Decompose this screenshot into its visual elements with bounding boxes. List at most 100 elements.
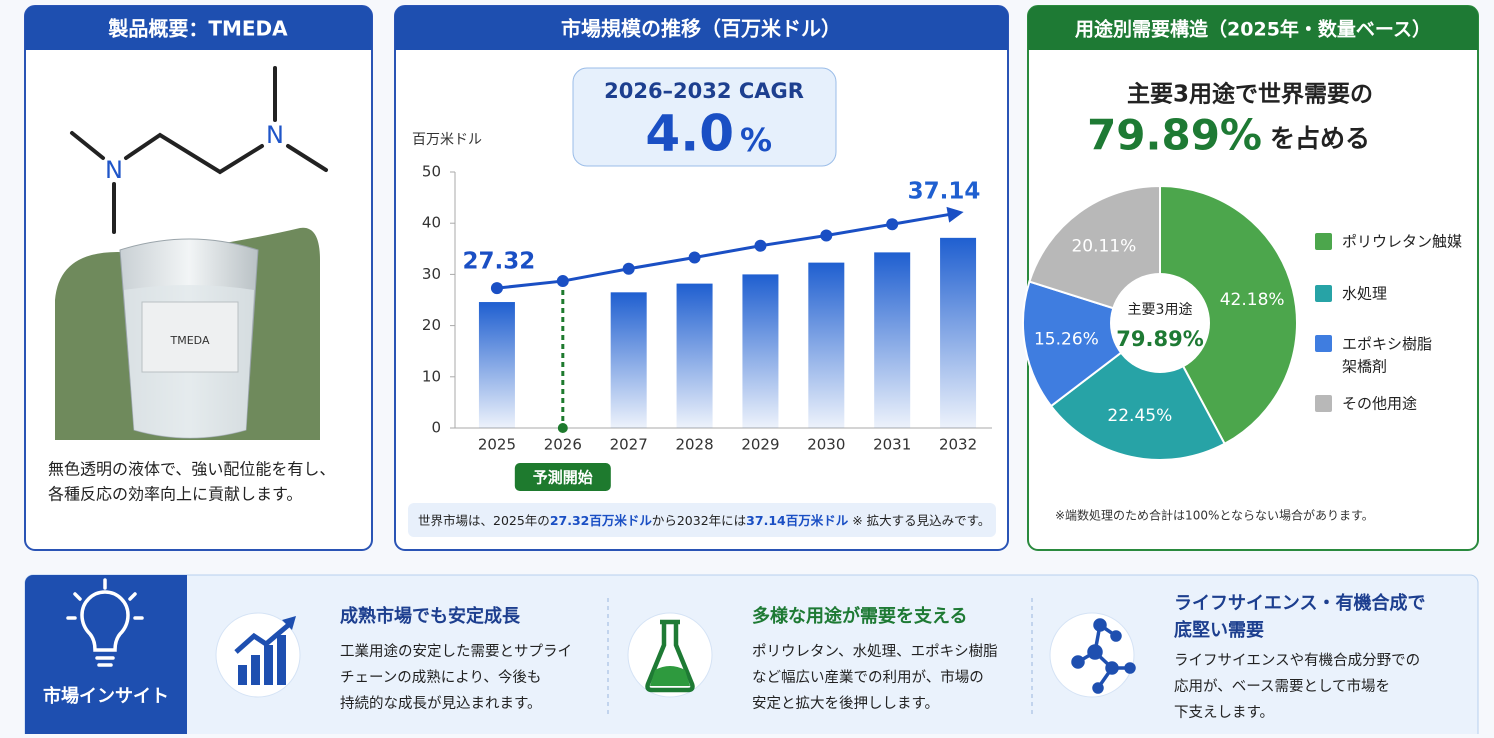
y-tick-label: 20 bbox=[422, 316, 441, 334]
line-point bbox=[754, 239, 767, 252]
description: 各種反応の効率向上に貢献します。 bbox=[48, 485, 302, 504]
molecule-icon bbox=[1071, 618, 1136, 694]
data-label: 37.14 bbox=[908, 178, 981, 204]
note-part: から2032年には bbox=[652, 513, 746, 528]
x-tick-label: 2027 bbox=[610, 436, 648, 454]
line-point bbox=[820, 229, 833, 242]
card-body: ポリウレタン、水処理、エポキシ樹脂 bbox=[752, 643, 998, 660]
bar bbox=[874, 252, 911, 428]
panel-header bbox=[395, 6, 1008, 50]
x-tick-label: 2030 bbox=[807, 436, 845, 454]
slice-label: 42.18% bbox=[1220, 290, 1285, 310]
note-part: ※ 拡大する見込みです。 bbox=[848, 513, 990, 528]
y-tick-label: 50 bbox=[422, 163, 441, 181]
annotation-box bbox=[514, 463, 611, 491]
insight-header bbox=[25, 575, 187, 738]
description: 無色透明の液体で、強い配位能を有し、 bbox=[48, 460, 335, 479]
y-tick-label: 40 bbox=[422, 214, 441, 232]
legend-label: その他用途 bbox=[1342, 395, 1417, 413]
bottle-label bbox=[141, 301, 239, 373]
card-body: 持続的な成長が見込まれます。 bbox=[340, 695, 542, 712]
footnote: ※端数処理のため合計は100%とならない場合があります。 bbox=[1055, 508, 1374, 523]
bar bbox=[676, 283, 713, 428]
slice-label: 20.11% bbox=[1071, 236, 1136, 256]
card-body: 下支えします。 bbox=[1174, 704, 1274, 721]
molecule bbox=[70, 66, 328, 234]
y-tick-label: 10 bbox=[422, 367, 441, 385]
line-point bbox=[622, 262, 635, 275]
bar bbox=[478, 302, 515, 428]
forecast-dot bbox=[557, 423, 568, 433]
card-body: チェーンの成熟により、今後も bbox=[340, 669, 541, 686]
note-part: 37.14百万米ドル bbox=[746, 513, 849, 528]
flask-icon bbox=[645, 619, 695, 693]
line-point bbox=[688, 251, 701, 264]
cagr-value: 4.0 bbox=[645, 105, 734, 163]
y-axis-title: 百万米ドル bbox=[412, 132, 482, 148]
slice-label: 15.26% bbox=[1034, 329, 1099, 349]
legend-label: エポキシ樹脂架橋剤 bbox=[1342, 335, 1432, 376]
x-tick-label: 2029 bbox=[741, 436, 779, 454]
legend-label: ポリウレタン触媒 bbox=[1342, 233, 1462, 251]
bar bbox=[610, 292, 647, 428]
note: 世界市場は、2025年の27.32百万米ドルから2032年には37.14百万米ド… bbox=[418, 513, 990, 528]
card-body: ライフサイエンスや有機合成分野での bbox=[1174, 652, 1420, 669]
x-tick-label: 2026 bbox=[544, 436, 582, 454]
line-point bbox=[556, 275, 569, 288]
legend-swatch bbox=[1315, 285, 1332, 302]
atom-label: N bbox=[266, 121, 284, 149]
card-body: 安定と拡大を後押しします。 bbox=[752, 695, 939, 712]
card-body: 応用が、ベース需要として市場を bbox=[1174, 678, 1390, 695]
annotation-label: 予測開始 bbox=[533, 469, 593, 487]
legend-label: 水処理 bbox=[1342, 285, 1387, 303]
cagr-box bbox=[572, 67, 837, 167]
card-title: 多様な用途が需要を支える bbox=[752, 605, 967, 627]
headline: 主要3用途で世界需要の bbox=[1127, 81, 1373, 108]
growth-icon bbox=[234, 616, 296, 685]
note-part: 世界市場は、2025年の bbox=[418, 513, 550, 528]
bar bbox=[808, 262, 845, 428]
bar bbox=[742, 274, 779, 428]
card-body: など幅広い産業での利用が、市場の bbox=[752, 669, 984, 686]
insight-title: 市場インサイト bbox=[43, 685, 169, 707]
card-title: 底堅い需要 bbox=[1174, 619, 1264, 641]
headline-suffix: を占める bbox=[1270, 124, 1370, 153]
chart-title: 市場規模の推移（百万米ドル） bbox=[561, 17, 841, 41]
bar bbox=[940, 237, 977, 428]
cagr-label: 2026–2032 CAGR bbox=[604, 79, 804, 103]
line-point bbox=[490, 282, 503, 295]
bulb-icon bbox=[66, 578, 144, 667]
arrow-head bbox=[946, 206, 964, 223]
panel-title: 製品概要：TMEDA bbox=[108, 17, 288, 41]
panel-header bbox=[1028, 6, 1478, 50]
trend-arrow bbox=[891, 212, 955, 226]
pie-hole bbox=[1110, 273, 1210, 373]
card-title: ライフサイエンス・有機合成で bbox=[1174, 592, 1425, 614]
slice-label: 22.45% bbox=[1107, 406, 1172, 426]
x-tick-label: 2025 bbox=[478, 436, 516, 454]
atom-label: N bbox=[105, 156, 123, 184]
x-tick-label: 2028 bbox=[675, 436, 713, 454]
legend-swatch bbox=[1315, 335, 1332, 352]
y-tick-label: 0 bbox=[431, 419, 441, 437]
cagr-unit: % bbox=[740, 121, 772, 159]
pie-slice bbox=[1049, 321, 1226, 461]
center-label: 主要3用途 bbox=[1128, 301, 1193, 318]
card-body: 工業用途の安定した需要とサプライ bbox=[340, 643, 572, 660]
x-tick-label: 2032 bbox=[939, 436, 977, 454]
card-title: 成熟市場でも安定成長 bbox=[340, 605, 521, 627]
headline-value: 79.89% bbox=[1087, 111, 1262, 160]
line-point bbox=[886, 218, 899, 231]
note-box bbox=[408, 503, 996, 537]
bottle-label-text: TMEDA bbox=[170, 334, 210, 347]
x-tick-label: 2031 bbox=[873, 436, 911, 454]
data-label: 27.32 bbox=[463, 249, 536, 275]
note-part: 27.32百万米ドル bbox=[550, 513, 653, 528]
pie-chart: 42.18% ポリウレタン触媒 22.45% 水処理 15.26% エポキシ樹脂架橋剤 20… bbox=[1022, 184, 1462, 461]
pie-slice bbox=[1159, 184, 1298, 446]
legend-swatch bbox=[1315, 395, 1332, 412]
chart-title: 用途別需要構造（2025年・数量ベース） bbox=[1075, 18, 1431, 41]
